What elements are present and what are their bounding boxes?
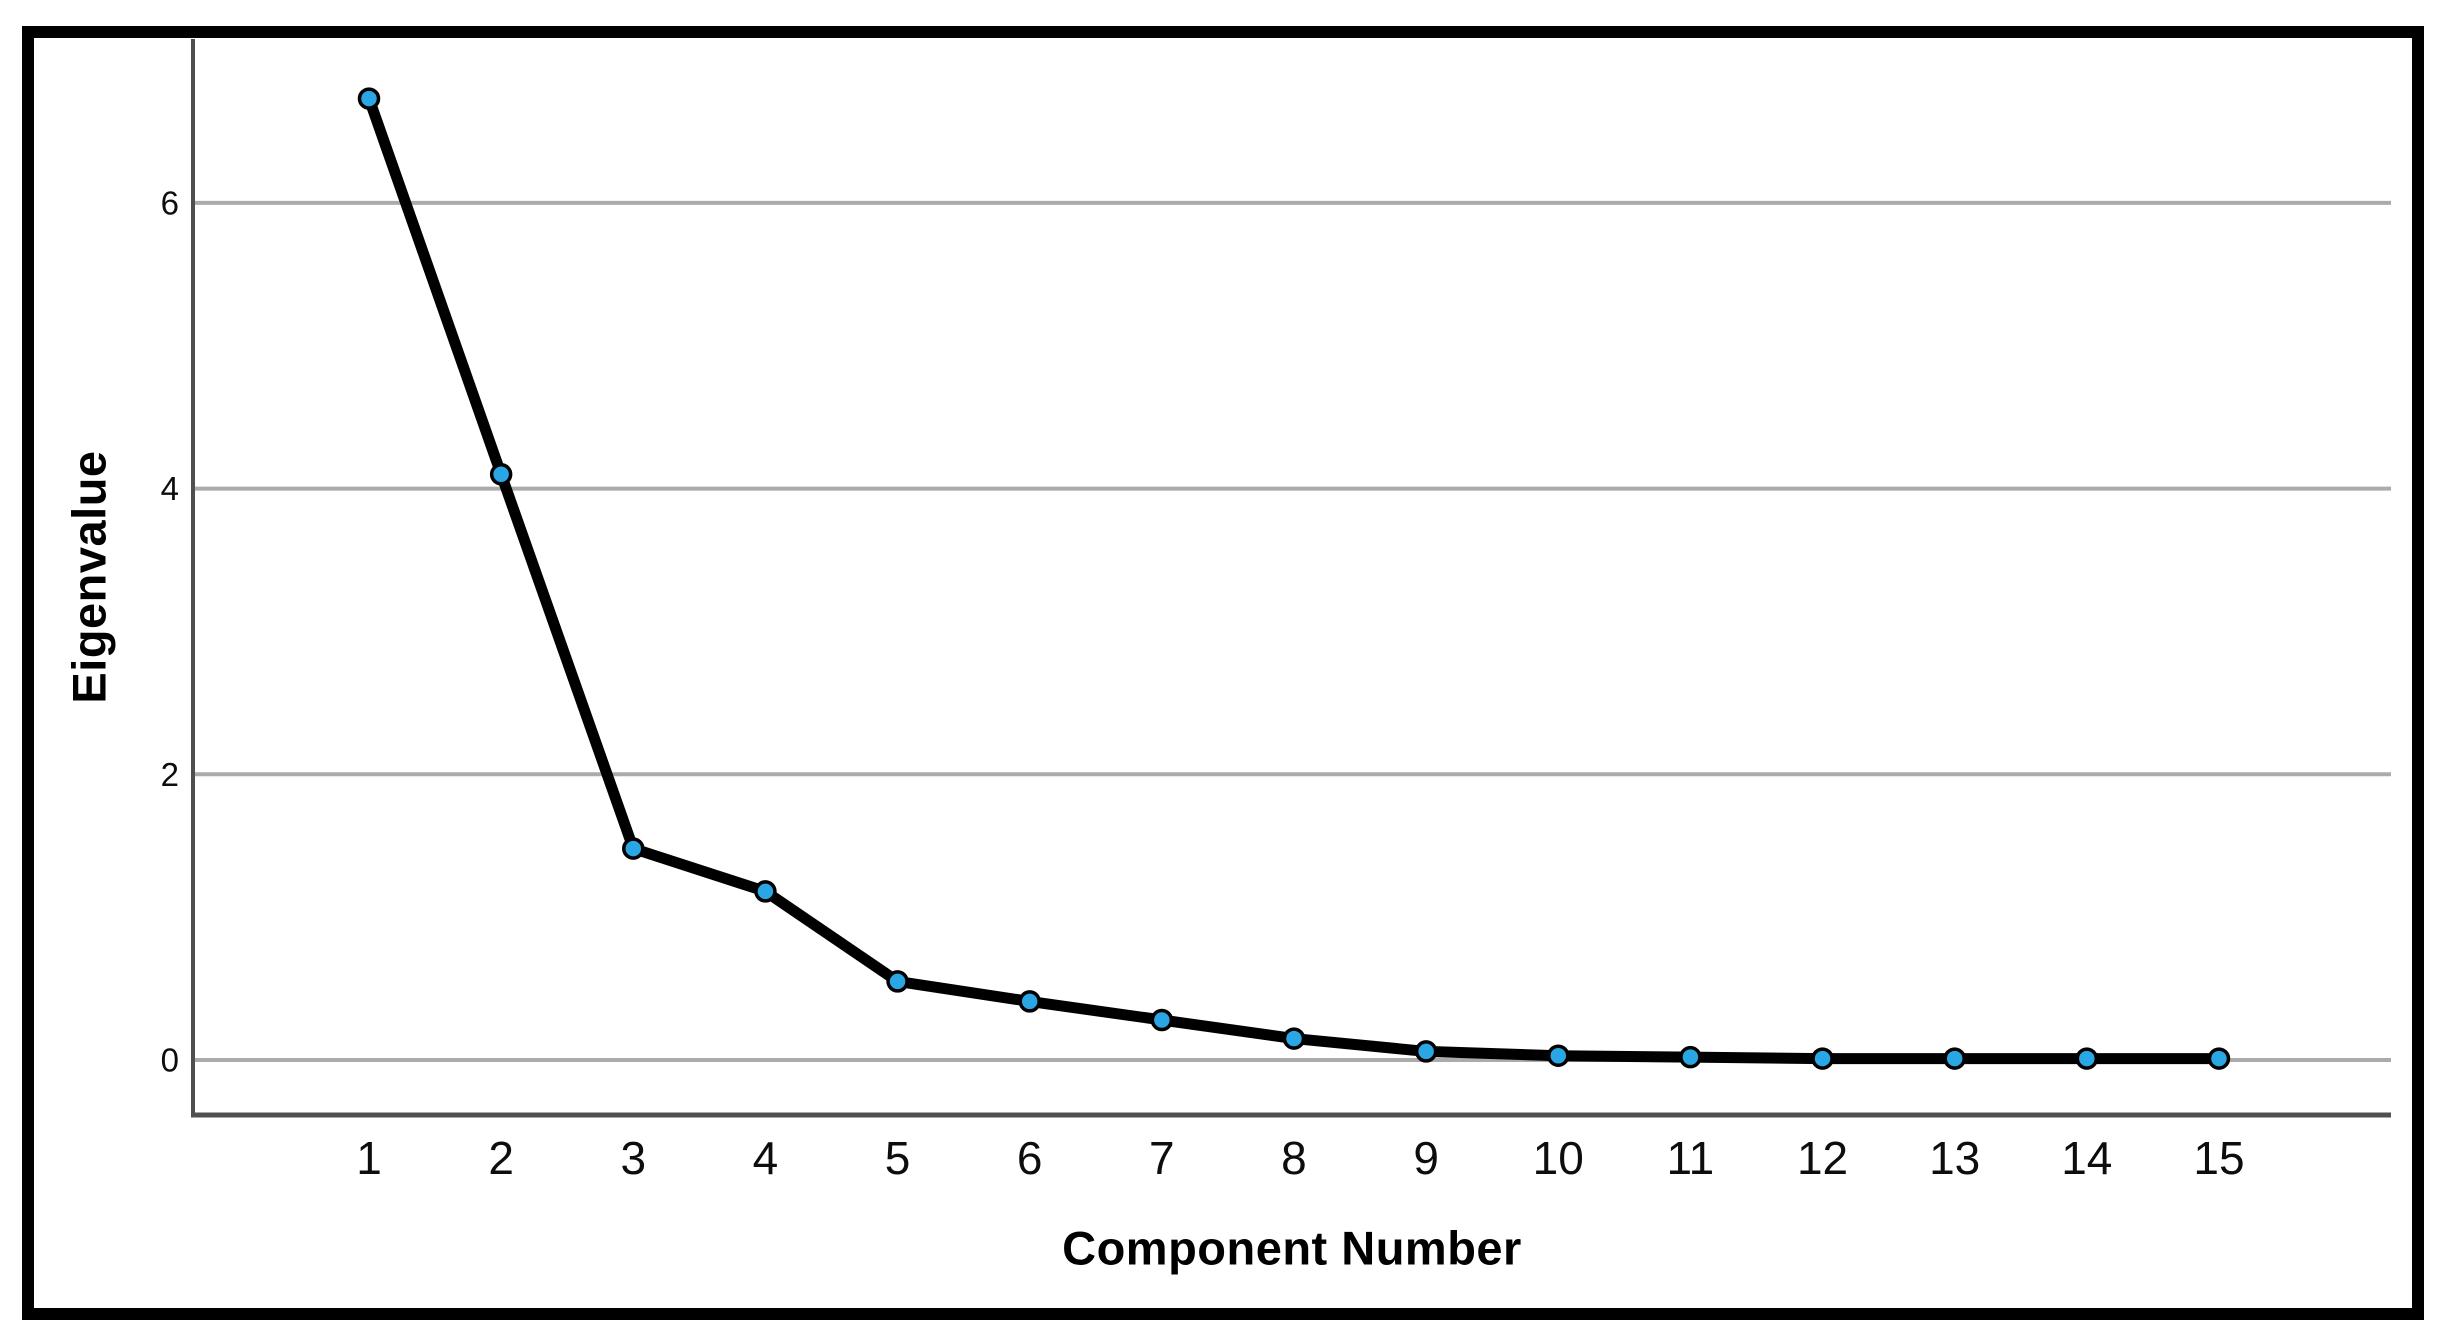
data-point <box>1943 1047 1966 1070</box>
data-point <box>1811 1047 1834 1070</box>
data-point <box>1282 1027 1306 1050</box>
y-tick-label: 4 <box>161 470 179 507</box>
figure-border <box>22 26 2424 1320</box>
x-tick-label: 10 <box>1533 1132 1584 1184</box>
data-point <box>622 837 645 860</box>
x-tick-label: 2 <box>488 1132 514 1184</box>
y-tick-label: 2 <box>161 756 179 793</box>
data-point <box>1018 990 1041 1013</box>
data-point <box>489 463 513 486</box>
data-point <box>357 87 381 110</box>
x-tick-label: 14 <box>2061 1132 2112 1184</box>
data-point <box>1414 1040 1438 1063</box>
x-tick-label: 1 <box>356 1132 382 1184</box>
x-tick-label: 12 <box>1797 1132 1848 1184</box>
x-tick-label: 9 <box>1413 1132 1439 1184</box>
x-tick-label: 13 <box>1929 1132 1980 1184</box>
x-tick-label: 6 <box>1017 1132 1043 1184</box>
x-axis-title: Component Number <box>1062 1221 1522 1275</box>
data-point <box>1150 1008 1174 1032</box>
x-tick-label: 11 <box>1667 1132 1715 1184</box>
data-point <box>1679 1045 1702 1069</box>
data-point <box>886 970 909 993</box>
y-tick-label: 0 <box>161 1042 179 1079</box>
data-point <box>754 880 777 903</box>
x-tick-label: 3 <box>620 1132 646 1184</box>
x-tick-label: 8 <box>1281 1132 1307 1184</box>
x-tick-label: 5 <box>885 1132 911 1184</box>
y-tick-label: 6 <box>161 184 179 221</box>
y-axis-title: Eigenvalue <box>62 450 116 704</box>
x-tick-label: 4 <box>753 1132 779 1184</box>
x-tick-label: 7 <box>1149 1132 1175 1184</box>
scree-line <box>363 93 2225 1065</box>
x-tick-label: 15 <box>2193 1132 2244 1184</box>
data-point <box>2207 1047 2231 1070</box>
data-point <box>1547 1044 1570 1067</box>
data-point <box>2075 1047 2099 1070</box>
